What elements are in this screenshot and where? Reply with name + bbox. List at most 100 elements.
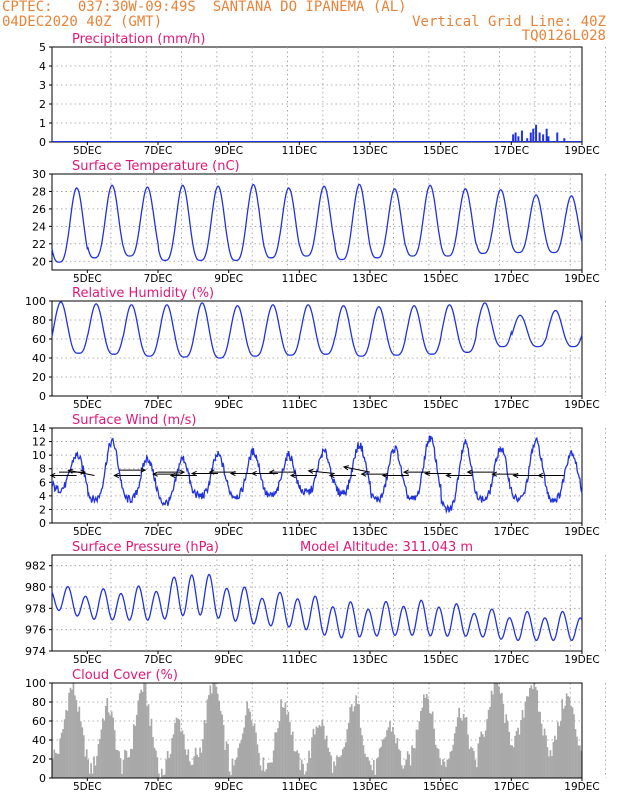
cloud-bar xyxy=(333,761,335,778)
cloud-bar xyxy=(350,704,353,778)
cloud-bar xyxy=(383,738,385,778)
wind-vector-head xyxy=(140,467,147,473)
precip-bar xyxy=(529,132,532,142)
cloud-bar xyxy=(506,721,509,778)
header-run-time: 04DEC2020 40Z (GMT) xyxy=(2,14,163,30)
cloud-bar xyxy=(135,714,138,778)
cloud-bar xyxy=(63,719,66,778)
cloud-bar xyxy=(418,721,421,778)
cloud-bar xyxy=(149,725,151,778)
cloud-bar xyxy=(177,718,179,778)
cloud-bar xyxy=(449,751,452,778)
wind-vector-head xyxy=(80,469,87,475)
cloud-bar xyxy=(271,762,274,778)
cloud-bar xyxy=(115,749,117,778)
y-tick-label: 20 xyxy=(32,255,46,268)
cloud-bar xyxy=(512,747,515,778)
y-tick-label: 0 xyxy=(39,517,46,530)
wind-vector-head xyxy=(190,470,197,477)
cloud-bar xyxy=(573,714,575,778)
cloud-bar xyxy=(59,738,62,778)
cloud-bar xyxy=(565,693,568,778)
cloud-bar xyxy=(476,767,478,778)
wind-vector-head xyxy=(381,472,388,479)
cloud-bar xyxy=(455,726,458,778)
cloud-bar xyxy=(238,743,241,778)
x-tick-label: 11DEC xyxy=(282,273,317,285)
y-tick-label: 0 xyxy=(39,390,46,403)
cloud-bar xyxy=(459,717,462,778)
cloud-bar xyxy=(156,757,159,778)
y-tick-label: 26 xyxy=(32,203,46,216)
cloud-bar xyxy=(381,739,384,778)
cloud-bar xyxy=(99,738,101,778)
cloud-bar xyxy=(458,707,461,778)
precip-bar xyxy=(532,128,535,142)
cloud-bar xyxy=(489,706,491,778)
cloud-bar xyxy=(269,762,272,778)
cloud-bar xyxy=(202,739,204,778)
cloud-bar xyxy=(511,745,514,778)
x-tick-label: 15DEC xyxy=(423,273,458,285)
cloud-bar xyxy=(109,715,112,778)
y-tick-label: 40 xyxy=(32,352,46,365)
cloud-bar xyxy=(568,697,571,778)
cloud-bar xyxy=(390,731,393,778)
cloud-bar xyxy=(152,737,154,778)
cloud-bar xyxy=(311,737,313,778)
wind-vector-head xyxy=(537,472,544,479)
x-tick-label: 11DEC xyxy=(282,526,317,538)
cloud-bar xyxy=(284,702,287,778)
cloud-bar xyxy=(181,730,184,778)
cloud-bar xyxy=(370,764,372,778)
cloud-bar xyxy=(367,757,369,778)
cloud-bar xyxy=(555,740,558,778)
cloud-bar xyxy=(256,744,259,778)
cloud-bar xyxy=(216,693,219,778)
cloud-bar xyxy=(84,756,87,778)
cloud-bar xyxy=(125,751,128,778)
precip-bar xyxy=(517,136,520,142)
cloud-bar xyxy=(319,726,322,778)
cloud-bar xyxy=(427,698,430,778)
y-tick-label: 6 xyxy=(39,476,46,489)
cloud-bar xyxy=(72,683,75,778)
precip-bar xyxy=(526,138,529,142)
cloud-bar xyxy=(205,723,207,778)
cloud-bar xyxy=(536,690,539,778)
cloud-bar xyxy=(336,755,338,778)
y-tick-label: 976 xyxy=(25,624,46,637)
x-tick-label: 9DEC xyxy=(214,781,243,793)
cloud-bar xyxy=(358,704,360,778)
cloud-bar xyxy=(290,734,293,778)
cloud-bar xyxy=(540,723,543,778)
precip-bar xyxy=(514,132,517,142)
cloud-bar xyxy=(309,758,312,778)
x-tick-label: 17DEC xyxy=(494,145,529,157)
x-tick-label: 5DEC xyxy=(73,145,102,157)
cloud-bar xyxy=(289,722,291,778)
cloud-bar xyxy=(302,763,304,778)
cloud-bar xyxy=(132,724,135,778)
cloud-bar xyxy=(545,735,547,778)
header-model: TQ0126L028 xyxy=(521,28,606,44)
cloud-bar xyxy=(100,729,103,778)
cloud-bar xyxy=(241,733,244,778)
cloud-bar xyxy=(190,765,193,778)
x-tick-label: 9DEC xyxy=(214,654,243,666)
cloud-bar xyxy=(103,720,106,778)
cloud-bar xyxy=(286,714,288,778)
cloud-bar xyxy=(96,755,98,778)
cloud-bar xyxy=(501,692,503,778)
x-tick-label: 7DEC xyxy=(144,145,173,157)
panel-title: Surface Pressure (hPa) xyxy=(72,540,219,555)
cloud-bar xyxy=(166,751,169,778)
cloud-bar xyxy=(68,692,70,778)
cloud-bar xyxy=(112,717,115,778)
cloud-bar xyxy=(306,763,309,778)
cloud-bar xyxy=(518,734,521,778)
wind-vector-head xyxy=(113,472,120,479)
cloud-bar xyxy=(436,747,438,778)
cloud-bar xyxy=(141,691,144,778)
cloud-bar xyxy=(396,737,399,778)
